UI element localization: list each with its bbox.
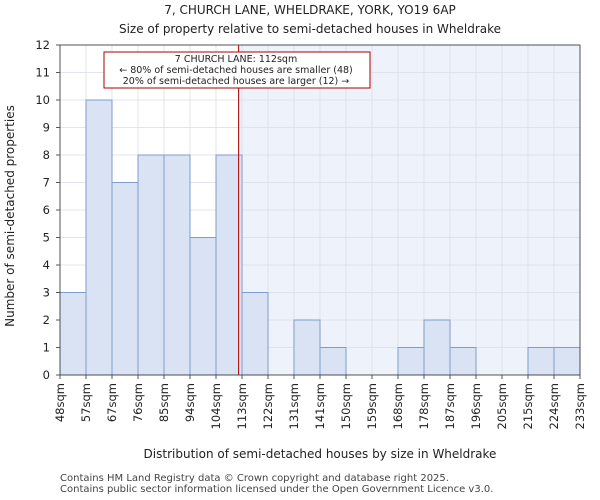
y-tick-label: 9 bbox=[43, 121, 50, 135]
bar-48sqm bbox=[59, 292, 87, 376]
x-tick-label: 57sqm bbox=[79, 383, 93, 422]
x-tick-label: 196sqm bbox=[469, 383, 483, 429]
bar-85sqm bbox=[163, 154, 191, 376]
y-tick-label: 5 bbox=[43, 231, 50, 245]
y-tick-label: 2 bbox=[43, 313, 50, 327]
x-axis-label: Distribution of semi-detached houses by … bbox=[144, 447, 497, 461]
x-tick-label: 141sqm bbox=[313, 383, 327, 429]
footer-licence: Contains public sector information licen… bbox=[60, 484, 494, 495]
y-tick-label: 6 bbox=[43, 203, 50, 217]
x-tick-label: 215sqm bbox=[521, 383, 535, 429]
x-tick-label: 178sqm bbox=[417, 383, 431, 429]
annotation-box: 7 CHURCH LANE: 112sqm ← 80% of semi-deta… bbox=[103, 51, 371, 89]
y-tick-label: 8 bbox=[43, 148, 50, 162]
bar-141sqm bbox=[319, 347, 347, 376]
x-tick-label: 122sqm bbox=[261, 383, 275, 429]
x-tick-label: 233sqm bbox=[573, 383, 587, 429]
chart-subtitle: Size of property relative to semi-detach… bbox=[119, 22, 501, 36]
x-tick-label: 205sqm bbox=[495, 383, 509, 429]
x-tick-label: 159sqm bbox=[365, 383, 379, 429]
bar-76sqm bbox=[137, 154, 165, 376]
x-tick-label: 224sqm bbox=[547, 383, 561, 429]
x-tick-label: 104sqm bbox=[209, 383, 223, 429]
x-tick-label: 187sqm bbox=[443, 383, 457, 429]
y-tick-label: 4 bbox=[43, 258, 50, 272]
x-tick-label: 76sqm bbox=[131, 383, 145, 422]
y-tick-label: 1 bbox=[43, 341, 50, 355]
x-tick-labels: 48sqm 57sqm 67sqm 76sqm 85sqm 94sqm 104sqm 113s… bbox=[53, 375, 587, 429]
bar-94sqm bbox=[189, 237, 217, 376]
x-tick-label: 131sqm bbox=[287, 383, 301, 429]
x-tick-label: 94sqm bbox=[183, 383, 197, 422]
x-tick-label: 150sqm bbox=[339, 383, 353, 429]
y-tick-label: 12 bbox=[35, 38, 50, 52]
x-tick-label: 48sqm bbox=[53, 383, 67, 422]
bars bbox=[59, 99, 581, 376]
x-tick-label: 168sqm bbox=[391, 383, 405, 429]
y-tick-label: 7 bbox=[43, 176, 50, 190]
bar-67sqm bbox=[111, 182, 139, 376]
bar-215sqm bbox=[527, 347, 555, 376]
x-tick-label: 113sqm bbox=[235, 383, 249, 429]
y-tick-label: 11 bbox=[35, 66, 50, 80]
footer-copyright: Contains HM Land Registry data © Crown c… bbox=[60, 473, 449, 484]
bar-187sqm bbox=[449, 347, 477, 376]
bar-113sqm bbox=[241, 292, 269, 376]
x-tick-label: 67sqm bbox=[105, 383, 119, 422]
x-tick-label: 85sqm bbox=[157, 383, 171, 422]
annotation-title: 7 CHURCH LANE: 112sqm bbox=[175, 54, 297, 65]
y-axis-label: Number of semi-detached properties bbox=[3, 105, 17, 327]
y-tick-label: 3 bbox=[43, 286, 50, 300]
bar-104sqm bbox=[215, 154, 243, 376]
bar-57sqm bbox=[85, 99, 113, 376]
annotation-smaller: ← 80% of semi-detached houses are smalle… bbox=[119, 65, 353, 76]
y-tick-label: 10 bbox=[35, 93, 50, 107]
bar-168sqm bbox=[397, 347, 425, 376]
annotation-larger: 20% of semi-detached houses are larger (… bbox=[123, 76, 350, 87]
bar-131sqm bbox=[293, 319, 321, 376]
bar-178sqm bbox=[423, 319, 451, 376]
chart-title: 7, CHURCH LANE, WHELDRAKE, YORK, YO19 6A… bbox=[164, 3, 456, 17]
bar-224sqm bbox=[553, 347, 581, 376]
y-tick-label: 0 bbox=[43, 368, 50, 382]
